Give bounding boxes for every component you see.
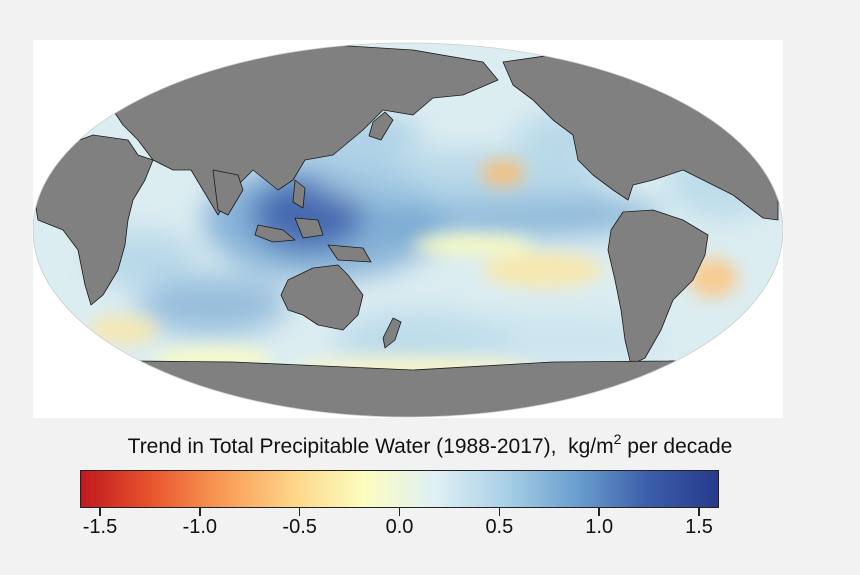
tick-mark [598, 508, 600, 516]
tick-label: 0.0 [385, 516, 414, 538]
new-guinea [327, 244, 372, 263]
new-zealand [382, 317, 402, 349]
units-suffix: per decade [627, 435, 733, 458]
title-text: Trend in Total Precipitable Water (1988-… [127, 435, 557, 458]
tick-label: -1.5 [82, 516, 118, 538]
globe-outline [33, 42, 783, 418]
india [212, 169, 244, 216]
tick-mark [398, 508, 401, 516]
australia [280, 264, 364, 331]
tick-label: 0.5 [485, 516, 514, 538]
tick-mark [199, 508, 201, 516]
philippines [292, 179, 306, 209]
indonesia-2 [294, 217, 324, 239]
units-exponent: 2 [613, 431, 622, 447]
colorbar-title: Trend in Total Precipitable Water (1988-… [0, 431, 860, 459]
colorbar-ticks: -1.5 -1.0 -0.5 0.0 0.5 1.0 1.5 [0, 508, 860, 548]
trend-map [33, 42, 783, 418]
tick-label: -0.5 [282, 516, 317, 538]
tick-label: 1.0 [585, 516, 614, 538]
tick-label: 1.5 [685, 516, 713, 538]
eurasia [82, 44, 499, 216]
units-prefix: kg/m [568, 435, 614, 458]
south-america [607, 209, 709, 366]
tick-label: -1.0 [182, 516, 218, 538]
tick-mark [698, 508, 700, 516]
map-panel [33, 40, 783, 418]
indonesia-1 [254, 224, 296, 243]
tick-mark [298, 508, 301, 516]
tick-mark [99, 508, 101, 516]
japan [368, 111, 394, 141]
tick-mark [498, 508, 501, 516]
colorbar [80, 470, 719, 508]
africa [33, 134, 154, 306]
